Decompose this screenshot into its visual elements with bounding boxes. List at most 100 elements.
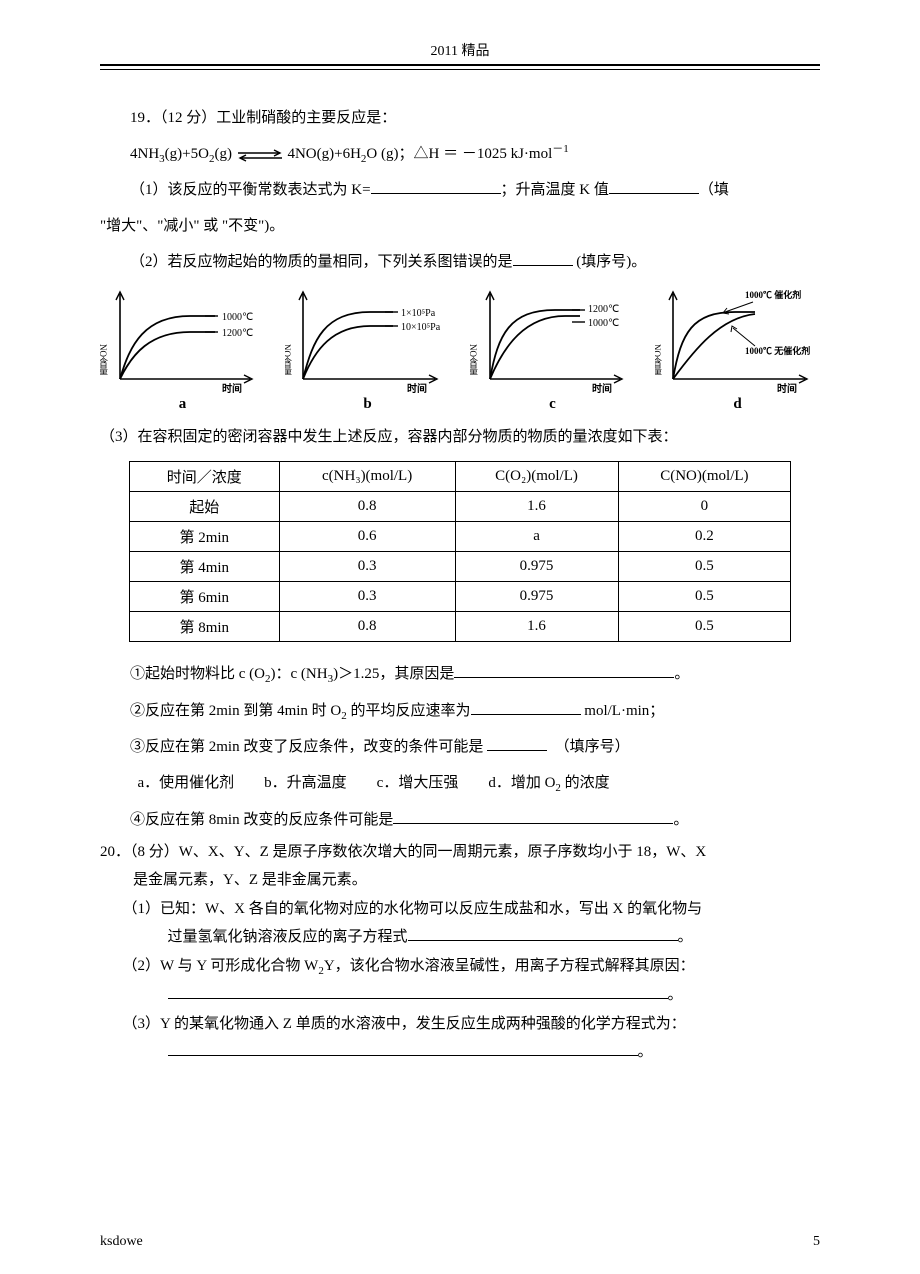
blank <box>408 924 678 942</box>
text: 过量氢氧化钠溶液反应的离子方程式 <box>168 929 408 945</box>
blank <box>393 806 673 824</box>
chart-c-line1: 1200℃ <box>588 304 619 315</box>
chart-b-line2: 10×10⁵Pa <box>401 322 441 333</box>
text: )＞1.25，其原因是 <box>333 666 454 682</box>
eq-prod2: O (g)；△H ＝ －1025 kJ·mol <box>366 146 552 162</box>
chart-ylabel: NO含量 <box>100 344 108 375</box>
chart-d-label: d <box>655 396 820 413</box>
text: 。 <box>673 812 688 828</box>
text: 。 <box>678 929 693 945</box>
chart-xlabel: 时间 <box>592 382 612 394</box>
q20-p2-blank: 。 <box>100 981 820 1010</box>
chart-ylabel: NO含量 <box>285 344 292 375</box>
td: 0.3 <box>279 582 455 612</box>
q19-options: a．使用催化剂 b．升高温度 c．增大压强 d．增加 O2 的浓度 <box>100 765 820 801</box>
blank <box>609 177 699 195</box>
text: （2）W 与 Y 可形成化合物 W <box>123 958 319 974</box>
text: a．使用催化剂 b．升高温度 c．增大压强 d．增加 O <box>138 775 556 791</box>
text: （填序号） <box>562 739 630 755</box>
td: 0.5 <box>618 552 791 582</box>
table-body: 起始0.81.60 第 2min0.6a0.2 第 4min0.30.9750.… <box>129 492 790 642</box>
chart-d-line1: 1000℃ 催化剂 <box>745 289 801 300</box>
eq-t1: (g)+5O <box>165 146 209 162</box>
text: （1）该反应的平衡常数表达式为 K= <box>130 182 371 198</box>
footer-left: ksdowe <box>100 1234 143 1250</box>
q20-p2: （2）W 与 Y 可形成化合物 W2Y，该化合物水溶液呈碱性，用离子方程式解释其… <box>100 952 820 982</box>
text: (填序号)。 <box>576 254 646 270</box>
q20-p3: （3）Y 的某氧化物通入 Z 单质的水溶液中，发生反应生成两种强酸的化学方程式为… <box>100 1010 820 1039</box>
chart-ylabel: NO含量 <box>470 344 478 375</box>
td: 0.8 <box>279 612 455 642</box>
chart-xlabel: 时间 <box>222 382 242 394</box>
td: 0 <box>618 492 791 522</box>
q19-part2: （2）若反应物起始的物质的量相同，下列关系图错误的是 (填序号)。 <box>100 244 820 280</box>
text: 。 <box>668 987 683 1003</box>
text: 的浓度 <box>561 775 610 791</box>
td: 起始 <box>129 492 279 522</box>
q20-stem: 20．（8 分）W、X、Y、Z 是原子序数依次增大的同一周期元素，原子序数均小于… <box>100 838 820 867</box>
table-row: 第 8min0.81.60.5 <box>129 612 790 642</box>
q19-part3: （3）在容积固定的密闭容器中发生上述反应，容器内部分物质的物质的量浓度如下表： <box>100 419 820 455</box>
td: 0.5 <box>618 612 791 642</box>
chart-b-label: b <box>285 396 450 413</box>
equilibrium-arrow-icon <box>236 148 284 162</box>
text: （2）若反应物起始的物质的量相同，下列关系图错误的是 <box>130 254 513 270</box>
td: 1.6 <box>455 612 618 642</box>
text: ；升高温度 K 值 <box>501 182 609 198</box>
q20-line2: 是金属元素，Y、Z 是非金属元素。 <box>100 866 820 895</box>
th: 时间／浓度 <box>129 462 279 492</box>
chart-b: 1×10⁵Pa 10×10⁵Pa NO含量 时间 b <box>285 284 450 413</box>
table-row: 第 2min0.6a0.2 <box>129 522 790 552</box>
chart-c-line2: 1000℃ <box>588 318 619 329</box>
text: 。 <box>638 1044 653 1060</box>
q19-sub3: ③反应在第 2min 改变了反应条件，改变的条件可能是 （填序号） <box>100 729 820 765</box>
td: 第 8min <box>129 612 279 642</box>
text: 。 <box>674 666 689 682</box>
td: a <box>455 522 618 552</box>
td: 1.6 <box>455 492 618 522</box>
q19-stem: 19．（12 分）工业制硝酸的主要反应是： <box>100 100 820 136</box>
chart-a-line1: 1000℃ <box>222 312 253 323</box>
text: Y，该化合物水溶液呈碱性，用离子方程式解释其原因： <box>324 958 695 974</box>
chart-xlabel: 时间 <box>777 382 797 394</box>
q19-sub1: ①起始时物料比 c (O2)：c (NH3)＞1.25，其原因是。 <box>100 656 820 692</box>
blank <box>168 982 668 1000</box>
table-row: 起始0.81.60 <box>129 492 790 522</box>
eq-lhs: 4NH <box>130 146 159 162</box>
blank <box>471 697 581 715</box>
chart-a-svg: 1000℃ 1200℃ NO含量 时间 <box>100 284 265 394</box>
eq-prod: 4NO(g)+6H <box>287 146 360 162</box>
td: 0.975 <box>455 552 618 582</box>
chart-row: 1000℃ 1200℃ NO含量 时间 a 1×10⁵Pa 10×10⁵Pa N <box>100 284 820 413</box>
concentration-table: 时间／浓度 c(NH₃)(mol/L) C(O₂)(mol/L) C(NO)(m… <box>129 461 791 642</box>
text: ①起始时物料比 c (O <box>130 666 265 682</box>
page-header: 2011 精品 <box>100 40 820 60</box>
td: 0.8 <box>279 492 455 522</box>
chart-c: 1200℃ 1000℃ NO含量 时间 c <box>470 284 635 413</box>
q20-p1: （1）已知：W、X 各自的氧化物对应的水化物可以反应生成盐和水，写出 X 的氧化… <box>100 895 820 924</box>
q19-part1: （1）该反应的平衡常数表达式为 K=；升高温度 K 值（填 <box>100 172 820 208</box>
chart-b-svg: 1×10⁵Pa 10×10⁵Pa NO含量 时间 <box>285 284 460 394</box>
td: 0.975 <box>455 582 618 612</box>
footer-right: 5 <box>813 1234 820 1250</box>
td: 第 4min <box>129 552 279 582</box>
q19-sub2: ②反应在第 2min 到第 4min 时 O2 的平均反应速率为 mol/L·m… <box>100 693 820 729</box>
td: 第 2min <box>129 522 279 552</box>
chart-b-line1: 1×10⁵Pa <box>401 308 436 319</box>
q20-p3-blank: 。 <box>100 1038 820 1067</box>
td: 0.3 <box>279 552 455 582</box>
chart-a-line2: 1200℃ <box>222 328 253 339</box>
chart-xlabel: 时间 <box>407 382 427 394</box>
text: 的平均反应速率为 <box>347 703 471 719</box>
chart-d-svg: 1000℃ 催化剂 1000℃ 无催化剂 NO含量 时间 <box>655 284 840 394</box>
chart-ylabel: NO含量 <box>655 344 662 375</box>
text: ④反应在第 8min 改变的反应条件可能是 <box>130 812 393 828</box>
td: 0.2 <box>618 522 791 552</box>
eq-t2: (g) <box>214 146 232 162</box>
chart-a: 1000℃ 1200℃ NO含量 时间 a <box>100 284 265 413</box>
text: ②反应在第 2min 到第 4min 时 O <box>130 703 341 719</box>
th: C(O₂)(mol/L) <box>455 462 618 492</box>
text: mol/L·min； <box>581 703 665 719</box>
blank <box>454 661 674 679</box>
blank <box>487 734 547 752</box>
